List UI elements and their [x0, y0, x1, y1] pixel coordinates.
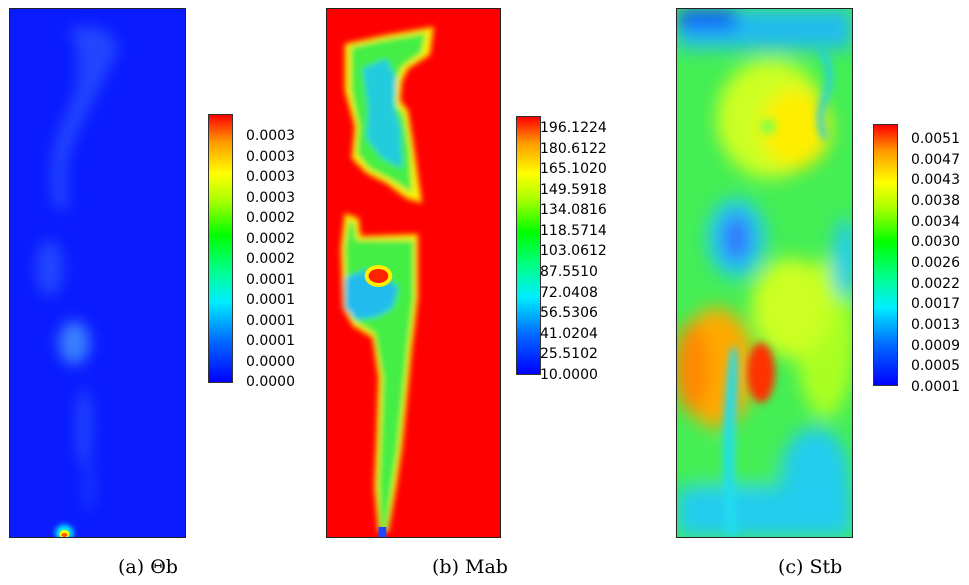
tick-label: 0.0017	[911, 296, 960, 313]
contour-plot-st	[676, 8, 853, 538]
tick-label: 0.0022	[911, 275, 960, 292]
tick-label: 0.0003	[246, 148, 295, 165]
tick-label: 149.5918	[540, 181, 607, 198]
colorbar-ticks-ma: 196.1224 180.6122 165.1020 149.5918 134.…	[540, 121, 607, 382]
tick-label: 0.0001	[246, 271, 295, 288]
tick-label: 0.0047	[911, 151, 960, 168]
tick-label: 56.5306	[540, 305, 598, 322]
caption-st: (c) Stb	[778, 556, 843, 578]
tick-label: 0.0005	[911, 358, 960, 375]
tick-label: 25.5102	[540, 346, 598, 363]
caption-ma: (b) Mab	[432, 556, 508, 578]
tick-label: 72.0408	[540, 284, 598, 301]
colorbar-theta	[208, 114, 233, 383]
tick-label: 0.0002	[246, 210, 295, 226]
tick-label: 0.0003	[246, 128, 295, 144]
tick-label: 0.0026	[911, 254, 960, 271]
tick-label: 0.0002	[246, 251, 295, 267]
tick-label: 118.5714	[540, 222, 607, 239]
colorbar-ticks-st: 0.0051 0.0047 0.0043 0.0038 0.0034 0.003…	[911, 132, 960, 394]
tick-label: 196.1224	[540, 120, 607, 136]
tick-label: 180.6122	[540, 140, 607, 157]
tick-label: 0.0030	[911, 234, 960, 251]
tick-label: 0.0001	[246, 292, 295, 308]
contour-plot-theta	[9, 8, 186, 538]
tick-label: 10.0000	[540, 366, 598, 383]
tick-label: 0.0051	[911, 131, 960, 147]
tick-label: 0.0002	[246, 230, 295, 247]
tick-label: 103.0612	[540, 243, 607, 260]
colorbar-ma	[516, 116, 541, 375]
colorbar-ticks-theta: 0.0003 0.0003 0.0003 0.0003 0.0002 0.000…	[246, 129, 295, 389]
tick-label: 134.0816	[540, 202, 607, 219]
tick-label: 0.0001	[911, 378, 960, 395]
tick-label: 0.0043	[911, 172, 960, 189]
colorbar-st	[873, 124, 898, 386]
tick-label: 0.0003	[246, 169, 295, 185]
tick-label: 0.0003	[246, 189, 295, 206]
tick-label: 0.0034	[911, 213, 960, 230]
tick-label: 0.0000	[246, 353, 295, 370]
tick-label: 41.0204	[540, 325, 598, 342]
caption-theta: (a) Θb	[118, 556, 178, 578]
tick-label: 0.0013	[911, 316, 960, 333]
tick-label: 0.0009	[911, 337, 960, 354]
tick-label: 165.1020	[540, 161, 607, 178]
tick-label: 0.0001	[246, 312, 295, 329]
tick-label: 0.0001	[246, 333, 295, 349]
tick-label: 87.5510	[540, 264, 598, 281]
contour-plot-ma	[326, 8, 501, 538]
tick-label: 0.0000	[246, 374, 295, 390]
tick-label: 0.0038	[911, 192, 960, 209]
